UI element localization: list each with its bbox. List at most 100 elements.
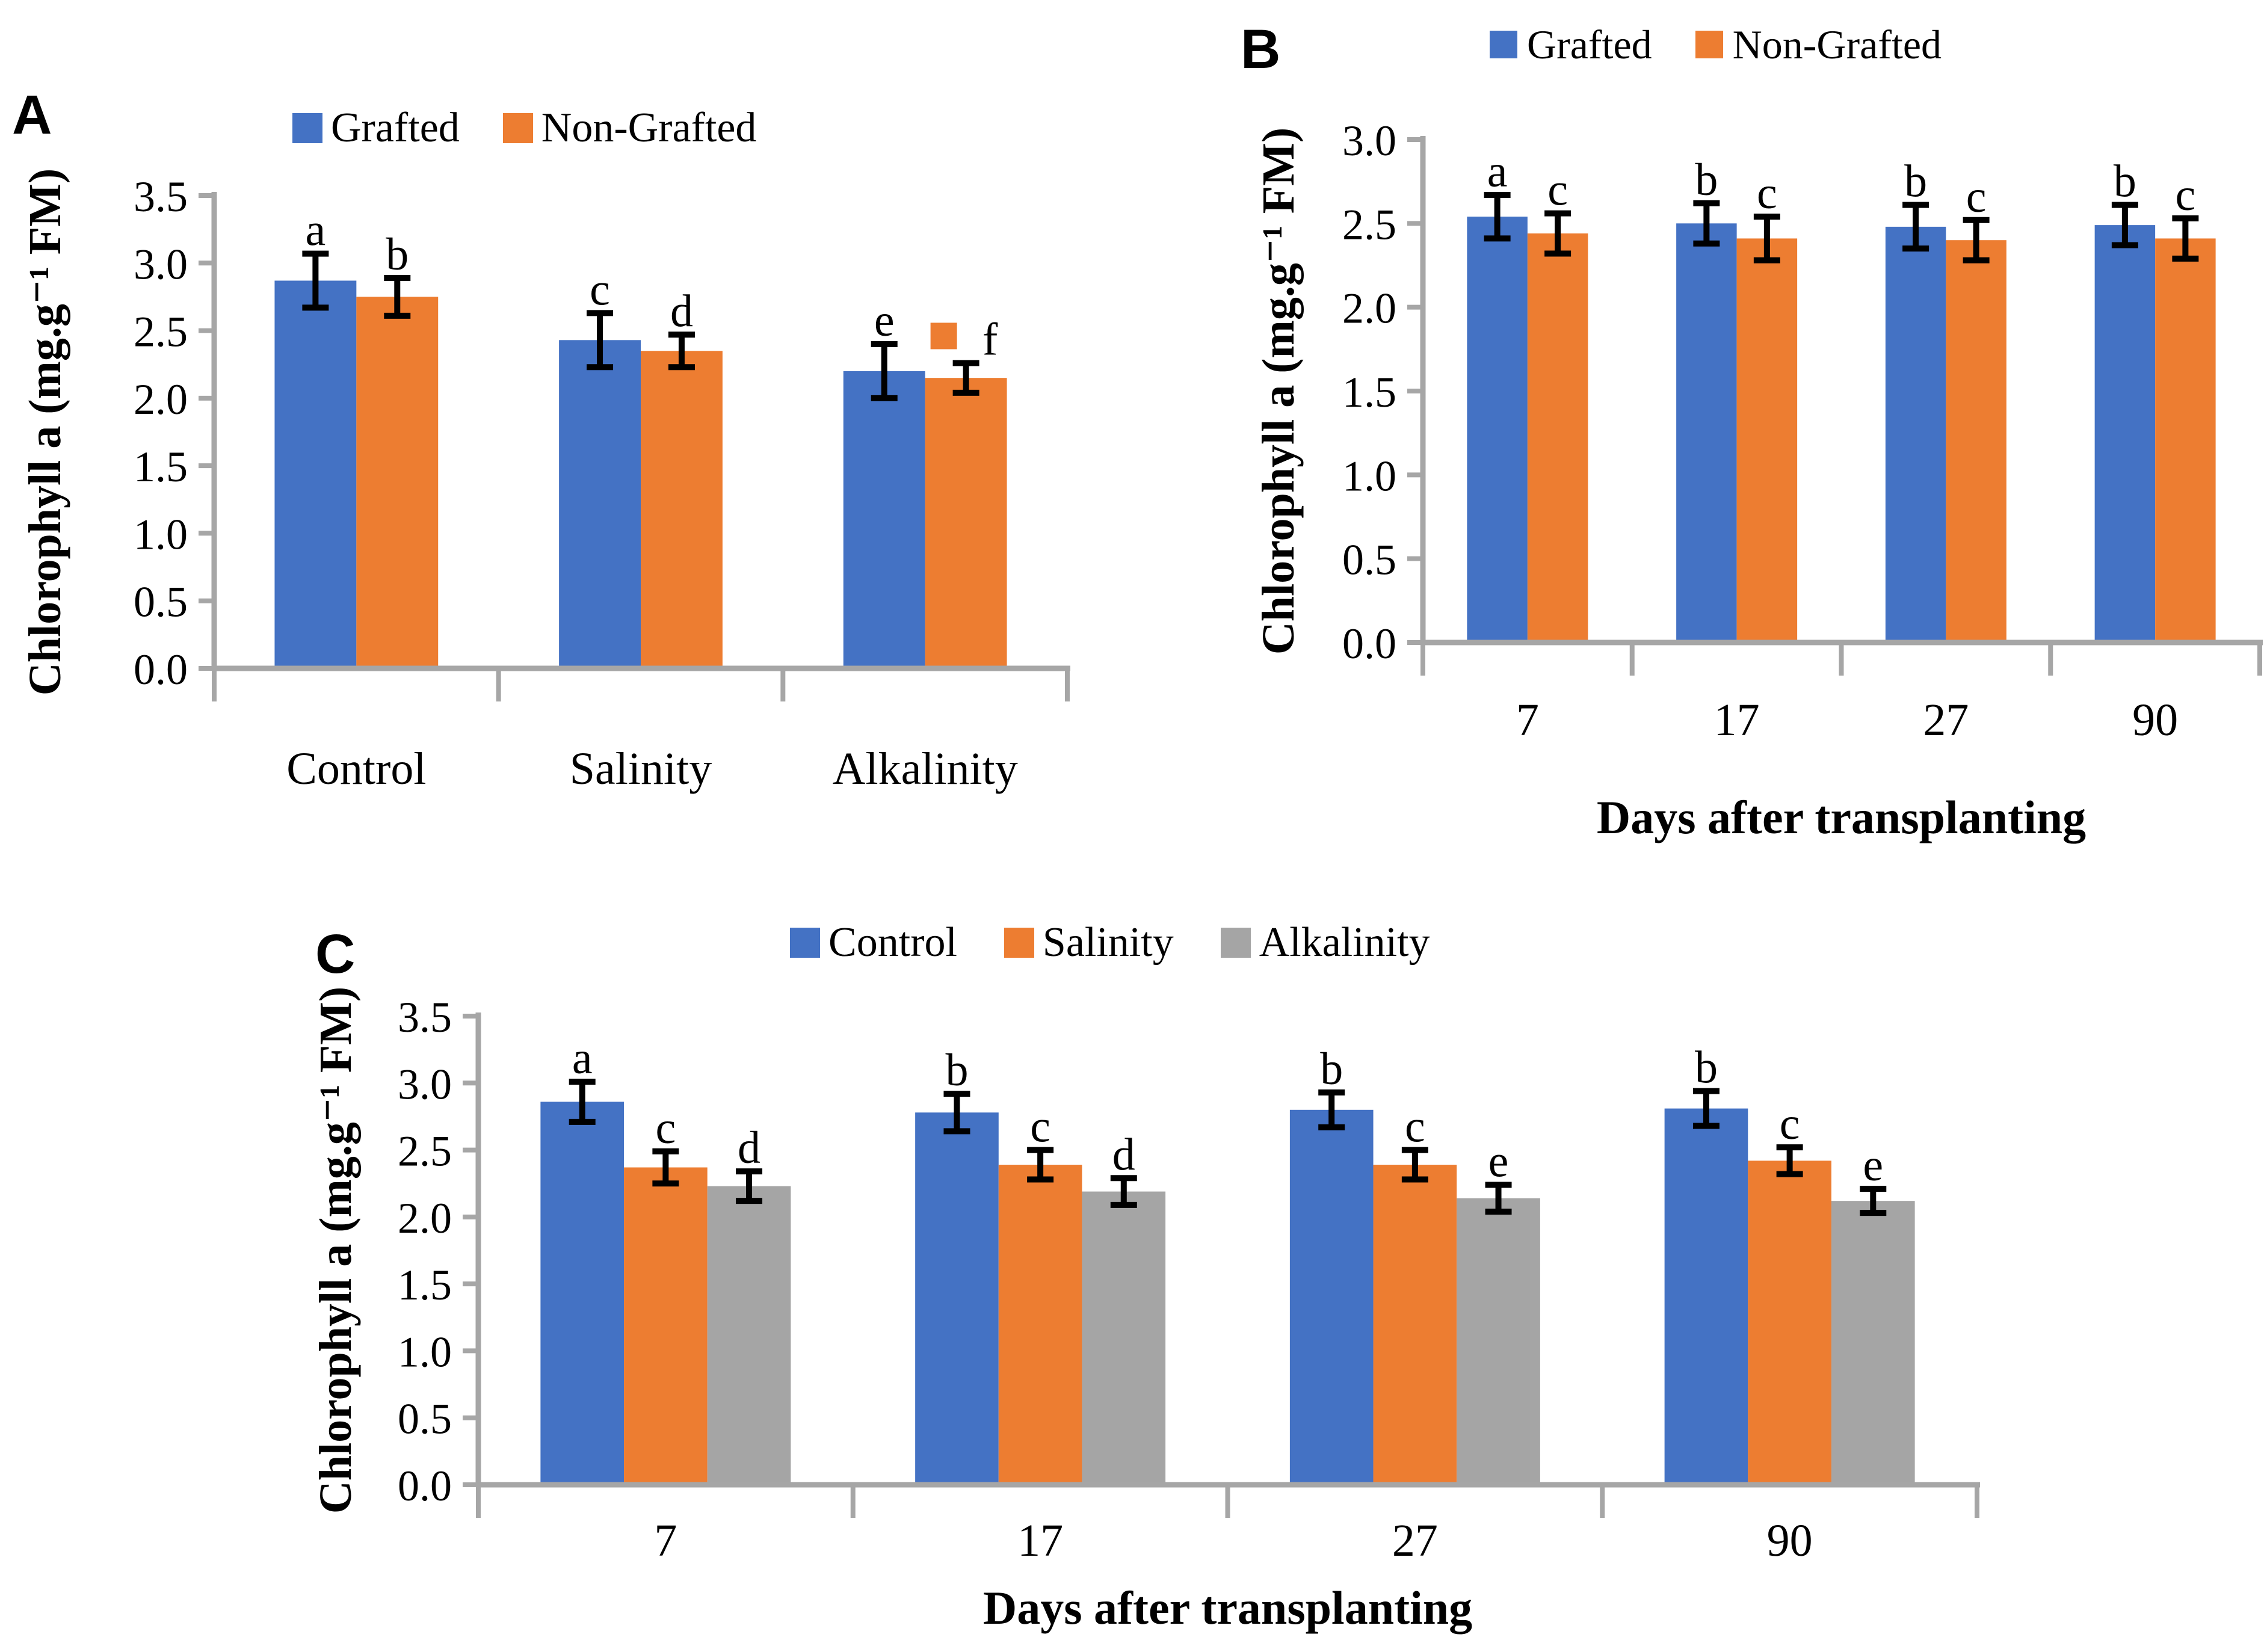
legend-A: Grafted Non-Grafted — [292, 107, 756, 149]
x-category-label-A: Alkalinity — [833, 744, 1018, 794]
y-tick-label-A: 0.5 — [134, 578, 188, 626]
bar-grafted-salinity — [559, 340, 641, 668]
panel-label-B: B — [1241, 19, 1281, 80]
legend-swatch-icon-non-grafted — [502, 113, 533, 143]
y-tick-label-C: 1.5 — [398, 1261, 452, 1309]
legend-item-non-grafted: Non-Grafted — [1695, 24, 1942, 65]
x-category-label-B: 7 — [1516, 695, 1539, 745]
sig-letter-A: d — [670, 286, 693, 336]
x-category-label-A: Control — [286, 744, 426, 794]
y-tick-label-C: 2.5 — [398, 1127, 452, 1176]
sig-letter-B: c — [2176, 170, 2196, 220]
bar-alkalinity-90 — [1831, 1201, 1915, 1485]
sig-letter-C: e — [1488, 1136, 1509, 1186]
x-axis-title-C: Days after transplanting — [982, 1582, 1473, 1634]
bar-alkalinity-17 — [1082, 1191, 1166, 1485]
y-tick-label-C: 1.0 — [398, 1328, 452, 1376]
x-category-label-C: 27 — [1392, 1515, 1438, 1566]
sig-letter-B: c — [1757, 168, 1777, 218]
bar-grafted-17 — [1676, 223, 1737, 643]
bar-salinity-17 — [998, 1165, 1082, 1485]
y-tick-label-B: 0.5 — [1342, 536, 1396, 584]
bar-alkalinity-7 — [707, 1186, 791, 1485]
y-tick-label-B: 1.5 — [1342, 368, 1396, 416]
legend-item-grafted: Grafted — [292, 107, 460, 149]
y-tick-label-A: 2.0 — [134, 375, 188, 424]
legend-label-non-grafted: Non-Grafted — [541, 105, 757, 151]
bar-salinity-90 — [1748, 1160, 1831, 1485]
legend-C: Control Salinity Alkalinity — [790, 922, 1430, 964]
bar-grafted-27 — [1885, 226, 1946, 643]
bar-control-90 — [1664, 1108, 1748, 1485]
sig-letter-B: c — [1966, 171, 1987, 222]
legend-swatch-icon-grafted — [292, 113, 322, 143]
x-category-label-C: 17 — [1017, 1515, 1063, 1566]
legend-item-control: Control — [790, 922, 957, 964]
bar-salinity-7 — [624, 1167, 708, 1485]
sig-letter-C: b — [1695, 1043, 1718, 1093]
legend-label-non-grafted: Non-Grafted — [1732, 22, 1942, 67]
y-tick-label-A: 1.0 — [134, 510, 188, 558]
sig-letter-B: b — [2114, 156, 2136, 207]
y-tick-label-C: 0.5 — [398, 1395, 452, 1443]
legend-item-alkalinity: Alkalinity — [1220, 922, 1430, 964]
bar-non-grafted-salinity — [641, 351, 723, 668]
sig-letter-C: d — [1112, 1129, 1135, 1180]
x-category-label-B: 17 — [1714, 695, 1760, 745]
bar-non-grafted-control — [356, 297, 439, 668]
sig-letter-B: a — [1487, 146, 1508, 197]
bar-grafted-alkalinity — [843, 371, 925, 668]
bar-non-grafted-17 — [1736, 238, 1798, 643]
y-tick-label-B: 0.0 — [1342, 620, 1396, 668]
x-category-label-B: 27 — [1923, 695, 1969, 745]
y-tick-label-A: 0.0 — [134, 646, 188, 694]
legend-item-grafted: Grafted — [1490, 24, 1652, 65]
legend-item-non-grafted: Non-Grafted — [502, 105, 757, 151]
legend-B: Grafted Non-Grafted — [1490, 24, 1942, 65]
bar-non-grafted-90 — [2155, 238, 2216, 643]
panel-label-A: A — [12, 84, 52, 146]
sig-letter-C: c — [1780, 1099, 1800, 1149]
x-category-label-C: 90 — [1767, 1515, 1813, 1566]
sig-letter-C: b — [945, 1045, 968, 1096]
y-axis-title-C: Chlorophyll a (mg.g⁻¹ FM) — [310, 986, 361, 1514]
bar-control-27 — [1289, 1109, 1374, 1485]
bar-non-grafted-7 — [1527, 233, 1588, 643]
y-tick-label-A: 2.5 — [134, 308, 188, 356]
legend-item-salinity: Salinity — [1004, 922, 1174, 964]
sig-letter-A: f — [982, 314, 998, 365]
y-tick-label-C: 2.0 — [398, 1194, 452, 1242]
x-category-label-C: 7 — [654, 1515, 677, 1566]
y-tick-label-C: 3.5 — [398, 993, 452, 1041]
x-category-label-B: 90 — [2132, 695, 2178, 745]
y-tick-label-A: 3.5 — [134, 173, 188, 221]
bar-grafted-7 — [1467, 217, 1528, 643]
sig-letter-A: b — [386, 229, 409, 280]
legend-swatch-icon-salinity — [1004, 928, 1034, 958]
sig-letter-C: c — [656, 1103, 676, 1153]
sig-letter-A: e — [874, 295, 895, 346]
sig-letter-B: b — [1904, 156, 1927, 207]
x-axis-title-B: Days after transplanting — [1596, 791, 2087, 843]
sig-letter-C: c — [1405, 1102, 1425, 1152]
legend-swatch-icon-alkalinity — [1220, 928, 1251, 958]
y-tick-label-B: 1.0 — [1342, 452, 1396, 500]
legend-swatch-icon-control — [790, 928, 820, 958]
y-tick-label-B: 2.0 — [1342, 285, 1396, 333]
y-tick-label-B: 2.5 — [1342, 200, 1396, 248]
bar-alkalinity-27 — [1457, 1198, 1540, 1485]
sig-letter-C: b — [1320, 1044, 1343, 1094]
sig-letter-C: e — [1863, 1140, 1883, 1191]
sig-letter-A: c — [590, 264, 610, 315]
bar-grafted-control — [274, 280, 357, 669]
legend-swatch-icon-grafted — [1490, 31, 1517, 58]
y-axis-title-B: Chlorophyll a (mg.g⁻¹ FM) — [1253, 127, 1304, 655]
y-tick-label-A: 1.5 — [134, 443, 188, 491]
legend-label-salinity: Salinity — [1042, 919, 1174, 966]
legend-swatch-icon-non-grafted — [1695, 31, 1723, 58]
y-axis-title-A: Chlorophyll a (mg.g⁻¹ FM) — [20, 168, 70, 696]
sig-letter-C: a — [572, 1033, 593, 1083]
sig-letter-C: c — [1030, 1102, 1050, 1152]
